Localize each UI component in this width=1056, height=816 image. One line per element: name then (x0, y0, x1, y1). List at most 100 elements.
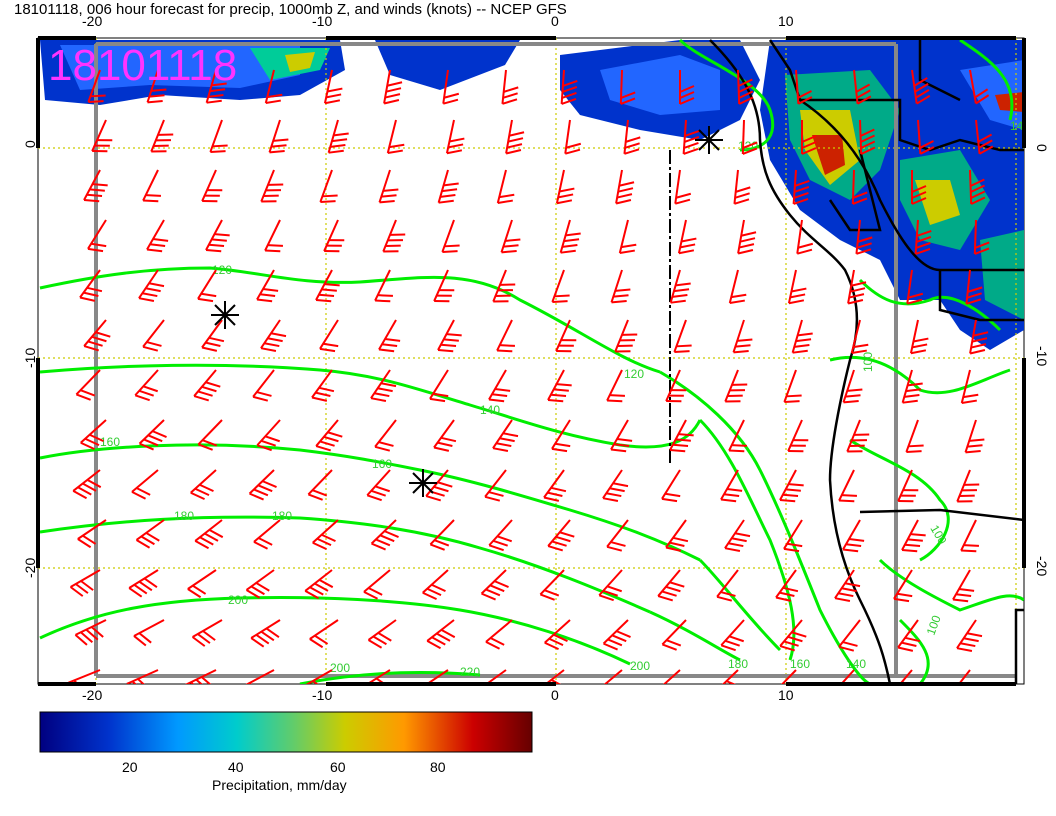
wind-barb-icon (194, 519, 224, 550)
wind-barb-icon (74, 619, 107, 646)
wind-barb-icon (737, 219, 757, 255)
wind-barb-icon (855, 219, 873, 255)
wind-barb-icon (606, 369, 625, 403)
wind-barb-icon (536, 669, 566, 684)
lat-ticks-right: 0 -10 -20 (1034, 144, 1050, 576)
wind-barb-icon (669, 419, 694, 453)
colorbar-tick: 60 (330, 759, 346, 775)
wind-barb-icon (131, 469, 159, 500)
colorbar-label: Precipitation, mm/day (212, 777, 347, 793)
wind-barb-icon (677, 219, 697, 255)
contour-label: 180 (728, 657, 748, 671)
wind-barb-icon (733, 169, 751, 205)
wind-barb-icon (83, 169, 108, 203)
wind-barb-icon (367, 619, 397, 649)
wind-barb-icon (564, 119, 582, 155)
wind-barb-icon (619, 69, 636, 105)
contour-label: 140 (480, 403, 500, 417)
contour-label: 180 (174, 509, 194, 523)
wind-barb-icon (205, 219, 230, 253)
wind-barb-icon (437, 319, 462, 353)
wind-barb-icon (496, 319, 515, 353)
wind-barb-icon (547, 519, 575, 552)
lat-tick-label: -20 (1034, 556, 1050, 576)
wind-barb-icon (911, 170, 927, 205)
lon-ticks-top: -20 -10 0 10 (82, 13, 794, 29)
wind-barb-icon (724, 519, 751, 553)
wind-barb-icon (897, 619, 921, 652)
wind-barb-icon (846, 419, 870, 453)
contour-label: 200 (228, 593, 248, 607)
lon-ticks-bottom: -20 -10 0 10 (82, 687, 794, 703)
wind-barb-icon (485, 619, 513, 650)
wind-barb-icon (425, 469, 453, 502)
colorbar-tick: 80 (430, 759, 446, 775)
wind-barb-icon (791, 319, 813, 354)
wind-barb-icon (256, 419, 281, 452)
wind-barb-icon (383, 69, 403, 105)
wind-barb-icon (547, 369, 572, 403)
wind-barb-icon (720, 619, 745, 652)
wind-barb-icon (191, 619, 223, 647)
wind-barb-icon (83, 319, 111, 352)
contour-label: 140 (1010, 119, 1030, 133)
wind-barb-icon (134, 369, 159, 402)
height-contours (39, 38, 1024, 684)
lat-tick-label: -20 (22, 558, 38, 578)
wind-barb-icon (960, 519, 979, 553)
wind-barb-icon (492, 269, 516, 303)
wind-barb-icon (665, 519, 689, 552)
wind-barb-icon (859, 119, 876, 155)
colorbar-tick: 20 (122, 759, 138, 775)
wind-barb-icon (445, 119, 465, 155)
wind-barb-icon (975, 119, 994, 155)
wind-barb-icon (551, 269, 570, 303)
contour-label: 160 (790, 657, 810, 671)
low-pressure-marker-icon (211, 301, 239, 329)
lon-tick-label: 10 (778, 687, 794, 703)
colorbar-gradient (39, 711, 533, 753)
wind-barb-icon (197, 419, 223, 451)
wind-barb-icon (480, 569, 509, 601)
wind-barb-icon (842, 519, 865, 553)
wind-barb-icon (850, 319, 869, 354)
wind-barb-icon (969, 169, 986, 205)
wind-barb-icon (205, 69, 227, 104)
wind-barb-icon (386, 119, 405, 154)
wind-barb-icon (610, 269, 631, 304)
low-pressure-marker-icon (695, 126, 723, 154)
wind-barb-icon (260, 169, 284, 203)
wind-barb-icon (133, 619, 165, 647)
wind-barb-icon (433, 419, 457, 452)
wind-barb-icon (243, 669, 275, 684)
wind-barb-icon (484, 469, 507, 502)
contour-label: 100 (861, 352, 875, 372)
lon-tick-label: 0 (551, 13, 559, 29)
wind-barb-icon (783, 369, 802, 403)
wind-barb-icon (595, 669, 623, 684)
wind-barb-icon (673, 319, 692, 353)
wind-barb-icon (374, 269, 393, 303)
precip-field (40, 40, 1024, 350)
wind-barb-icon (555, 169, 575, 205)
wind-barb-icon (914, 219, 932, 255)
colorbar-tick: 40 (228, 759, 244, 775)
wind-barb-icon (302, 669, 333, 684)
wind-barb-icon (669, 269, 691, 304)
wind-barb-icon (737, 69, 754, 105)
wind-barb-icon (488, 369, 511, 403)
wind-barb-icon (544, 619, 571, 651)
wind-barb-icon (606, 519, 629, 552)
wind-barb-icon (712, 669, 741, 684)
contour-label: 100 (924, 613, 944, 637)
wind-barb-icon (197, 269, 217, 303)
wind-barb-icon (315, 269, 340, 303)
wind-barb-icon (610, 419, 633, 453)
wind-barb-icon (657, 569, 685, 602)
wind-barb-icon (539, 569, 565, 601)
wind-barb-icon (838, 619, 861, 652)
wind-barb-icon (965, 269, 983, 305)
lat-tick-label: -10 (1034, 346, 1050, 366)
lon-tick-label: 10 (778, 13, 794, 29)
wind-barb-icon (304, 569, 334, 600)
